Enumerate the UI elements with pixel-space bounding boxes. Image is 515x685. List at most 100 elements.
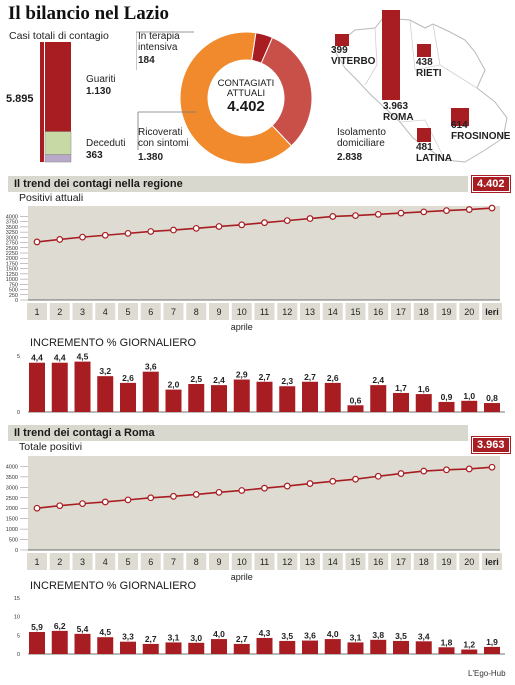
bar-value-label: 2,4 xyxy=(372,375,384,385)
x-tick-label: 6 xyxy=(148,557,153,567)
x-cell xyxy=(254,303,275,320)
x-cell xyxy=(300,303,320,320)
x-cell xyxy=(368,303,389,320)
y-tick-label: 1000 xyxy=(6,277,18,283)
x-tick-label: 14 xyxy=(328,307,338,317)
x-tick-label: 20 xyxy=(464,307,474,317)
x-cell xyxy=(27,303,47,320)
bar-value-label: 1,0 xyxy=(463,391,475,401)
x-cell xyxy=(209,303,229,320)
y-tick-label: 1250 xyxy=(6,272,18,278)
bar-deceduti xyxy=(44,154,72,163)
bar-value-label: 2,3 xyxy=(281,376,293,386)
x-cell xyxy=(163,553,184,570)
viterbo-value: 399 xyxy=(331,45,348,56)
x-tick-label: 7 xyxy=(171,307,176,317)
trend-roma-heading: Il trend dei contagi a Roma xyxy=(8,425,468,441)
deceduti-value: 363 xyxy=(86,150,103,161)
x-cell xyxy=(231,303,252,320)
y-tick-label: 2500 xyxy=(6,246,18,252)
totals-value: 5.895 xyxy=(6,93,34,105)
data-point xyxy=(306,215,314,222)
data-point xyxy=(170,492,177,500)
bar-value-label: 3,8 xyxy=(372,630,384,640)
donut-slice-ricoverati xyxy=(260,36,313,147)
y-tick-label: 2750 xyxy=(6,241,18,247)
data-point xyxy=(79,233,86,241)
x-tick-label: 6 xyxy=(148,307,153,317)
y-tick-label: 3000 xyxy=(6,235,18,241)
bar-value-label: 1,9 xyxy=(486,637,498,647)
bar xyxy=(461,649,478,654)
viterbo-name: VITERBO xyxy=(331,56,376,67)
bar-value-label: 3,3 xyxy=(122,632,134,642)
rieti-name: RIETI xyxy=(416,68,442,79)
bar-guariti xyxy=(44,131,72,155)
bar xyxy=(302,640,318,654)
roma-value: 3.963 xyxy=(383,101,409,112)
y-tick-label: 500 xyxy=(9,288,18,294)
bar-value-label: 3,6 xyxy=(304,631,316,641)
x-tick-label: 17 xyxy=(396,307,406,317)
data-point xyxy=(56,502,64,510)
bar-value-label: 4,5 xyxy=(99,627,111,637)
data-point xyxy=(238,221,246,229)
x-cell xyxy=(231,553,252,570)
data-point xyxy=(329,213,337,220)
isolamento-block: Isolamento domiciliare 2.838 xyxy=(337,127,386,163)
bar-value-label: 3,0 xyxy=(190,633,202,643)
x-cell xyxy=(254,553,275,570)
donut-center: CONTAGIATI ATTUALI 4.402 xyxy=(206,79,286,115)
bar-value-label: 2,7 xyxy=(304,372,316,382)
bar xyxy=(461,400,478,412)
x-cell xyxy=(322,303,343,320)
terapia-value: 184 xyxy=(138,55,155,66)
latina-name: LATINA xyxy=(416,153,452,164)
y-tick-label: 0 xyxy=(15,548,18,554)
donut-chart xyxy=(179,31,313,165)
trend-regione-heading: Il trend dei contagi nella regione xyxy=(8,176,468,192)
bar-value-label: 2,5 xyxy=(190,374,202,384)
donut-center-label-1: CONTAGIATI xyxy=(217,78,275,89)
x-tick-label: 5 xyxy=(125,557,130,567)
bar-rieti xyxy=(417,44,431,57)
x-tick-label: 12 xyxy=(282,307,292,317)
x-cell xyxy=(118,303,138,320)
data-point xyxy=(397,470,405,477)
x-cell xyxy=(140,303,161,320)
bar xyxy=(370,639,387,654)
x-cell xyxy=(209,553,229,570)
x-cell xyxy=(345,303,366,320)
donut-leader-lines xyxy=(136,31,196,150)
deceduti-label: Deceduti xyxy=(86,138,126,149)
totals-label: Casi totali di contagio xyxy=(9,30,109,42)
x-tick-label: 16 xyxy=(373,557,383,567)
bar xyxy=(51,362,68,412)
x-cell xyxy=(436,303,457,320)
lazio-map xyxy=(332,10,508,163)
totals-stacked-bar xyxy=(40,42,72,163)
y-tick-label: 15 xyxy=(14,596,20,602)
isolamento-value: 2.838 xyxy=(337,152,363,163)
data-point xyxy=(192,491,200,498)
bar xyxy=(370,385,387,412)
bar xyxy=(211,385,227,412)
frosinone-name: FROSINONE xyxy=(451,131,511,142)
trend-regione-subtitle: Positivi attuali xyxy=(19,192,84,204)
data-point xyxy=(352,475,359,483)
bar xyxy=(347,642,364,654)
y-tick-label: 1750 xyxy=(6,261,18,267)
bar-frosinone xyxy=(451,108,469,126)
bar-value-label: 2,7 xyxy=(259,372,271,382)
data-point xyxy=(79,500,86,508)
bar xyxy=(188,384,205,412)
x-cell xyxy=(27,553,47,570)
data-point xyxy=(56,236,64,243)
bar-viterbo xyxy=(335,34,349,46)
bar xyxy=(324,639,341,654)
bar xyxy=(188,642,205,654)
x-cell xyxy=(322,553,343,570)
bar xyxy=(393,392,409,412)
donut-slice-isolamento xyxy=(179,31,293,165)
bar-value-label: 3,5 xyxy=(281,631,293,641)
